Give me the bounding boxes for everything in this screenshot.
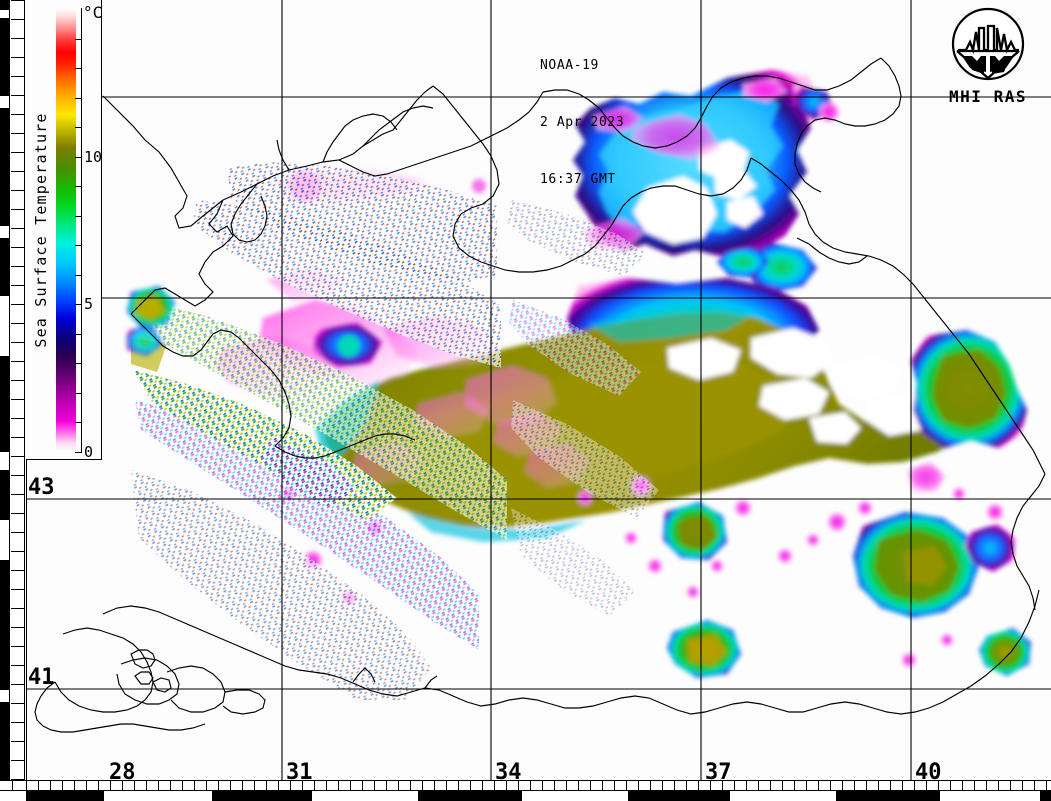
satellite-name: NOAA-19 — [540, 58, 599, 73]
sst-blob — [965, 524, 1015, 572]
map-panel[interactable]: 28 31 34 37 40 — [26, 0, 1051, 782]
sst-speck — [953, 488, 965, 500]
acquisition-info-block: NOAA-19 2 Apr 2023 16:37 GMT — [540, 18, 624, 227]
colorbar-tick-14 — [75, 39, 82, 40]
lon-label-37: 37 — [705, 760, 732, 782]
dither-patch — [131, 470, 431, 700]
sst-speck — [858, 501, 872, 515]
colorbar-axis-label: Sea Surface Temperature — [32, 112, 50, 348]
colorbar-panel: Sea Surface Temperature °C 0 5 10 — [26, 0, 103, 461]
sst-speck — [648, 559, 662, 573]
colorbar-tick-4 — [75, 334, 82, 335]
sst-speck — [828, 513, 846, 531]
colorbar-tick-1 — [75, 422, 82, 423]
colorbar-tick-6 — [75, 275, 82, 276]
sst-blob-core — [687, 634, 727, 666]
colorbar-tick-9 — [75, 186, 82, 187]
nodata-hole — [727, 196, 763, 228]
dither-patch — [511, 400, 659, 518]
nodata-hole — [667, 338, 741, 380]
colorbar-tick-2 — [75, 393, 82, 394]
dither-patch — [135, 400, 479, 650]
sst-speck — [941, 634, 953, 646]
sst-fringe — [587, 306, 757, 342]
dither-patch — [193, 200, 501, 368]
sst-blob — [717, 246, 769, 278]
sst-rim-magenta — [743, 78, 787, 102]
sst-field-svg — [27, 0, 1051, 782]
lon-label-28: 28 — [109, 760, 136, 782]
colorbar-tick-7 — [75, 245, 82, 246]
nodata-hole — [759, 378, 829, 420]
sst-blob-small — [907, 462, 945, 492]
sst-blob-small — [819, 102, 839, 122]
sst-speck — [902, 653, 916, 667]
nodata-hole — [809, 412, 861, 444]
colorbar-tick-11 — [75, 127, 82, 128]
sst-blob — [747, 242, 817, 292]
sst-blob-core — [338, 335, 360, 357]
institution-logo: MHI RAS — [938, 6, 1038, 106]
sst-speck — [578, 491, 592, 505]
sst-speck — [735, 500, 751, 516]
left-outer-ruler — [0, 0, 10, 782]
logo-caption: MHI RAS — [949, 87, 1027, 106]
colorbar-tick-0 — [75, 452, 82, 453]
sst-speck — [625, 532, 637, 544]
sst-speck — [472, 179, 486, 193]
colorbar-tick-13 — [75, 68, 82, 69]
colorbar-tick-12 — [75, 98, 82, 99]
bottom-minor-tick-ruler — [0, 780, 1051, 792]
dither-patch — [511, 508, 635, 616]
sst-speck — [807, 534, 819, 546]
colorbar-gradient — [56, 8, 76, 452]
sst-warm-core — [933, 350, 1005, 428]
colorbar-axis-line — [81, 8, 82, 452]
colorbar-tick-8 — [75, 216, 82, 217]
sst-blob — [979, 628, 1031, 676]
colorbar-tick-10 — [75, 157, 82, 158]
sst-speck — [711, 560, 723, 572]
left-minor-tick-ruler — [11, 0, 25, 782]
colorbar-label-10: 10 — [84, 148, 103, 166]
lat-label-43: 43 — [28, 475, 55, 500]
colorbar-tick-3 — [75, 363, 82, 364]
sst-speck — [987, 504, 1003, 520]
mhi-ras-emblem-icon — [951, 7, 1025, 81]
colorbar-unit-label: °C — [83, 3, 103, 22]
map-canvas — [27, 0, 1051, 782]
lat-label-41: 41 — [28, 665, 55, 690]
dither-patch — [261, 438, 357, 508]
dither-patch — [509, 300, 641, 396]
acquisition-date: 2 Apr 2023 — [540, 115, 625, 130]
dither-patch — [227, 162, 497, 282]
map-gridlines — [27, 0, 1051, 782]
nodata-hole — [751, 328, 833, 378]
sst-speck — [687, 586, 699, 598]
dither-patch — [139, 300, 507, 540]
lon-label-34: 34 — [495, 760, 522, 782]
acquisition-time: 16:37 GMT — [540, 172, 616, 187]
sst-blob-core — [903, 546, 947, 586]
sst-rim-magenta — [631, 114, 721, 160]
bottom-major-band-ruler — [0, 791, 1051, 801]
dither-patch — [507, 200, 647, 276]
lon-label-40: 40 — [915, 760, 942, 782]
sst-speck — [778, 549, 792, 563]
sst-blob-core — [679, 516, 717, 550]
sst-scanline-artifact — [131, 162, 659, 700]
colorbar-label-5: 5 — [84, 295, 94, 313]
colorbar-tick-5 — [75, 304, 82, 305]
sst-rim-magenta — [593, 106, 643, 132]
coastlines — [34, 57, 1046, 733]
nodata-hole — [831, 356, 901, 400]
colorbar-label-0: 0 — [84, 443, 94, 461]
lon-label-31: 31 — [286, 760, 313, 782]
